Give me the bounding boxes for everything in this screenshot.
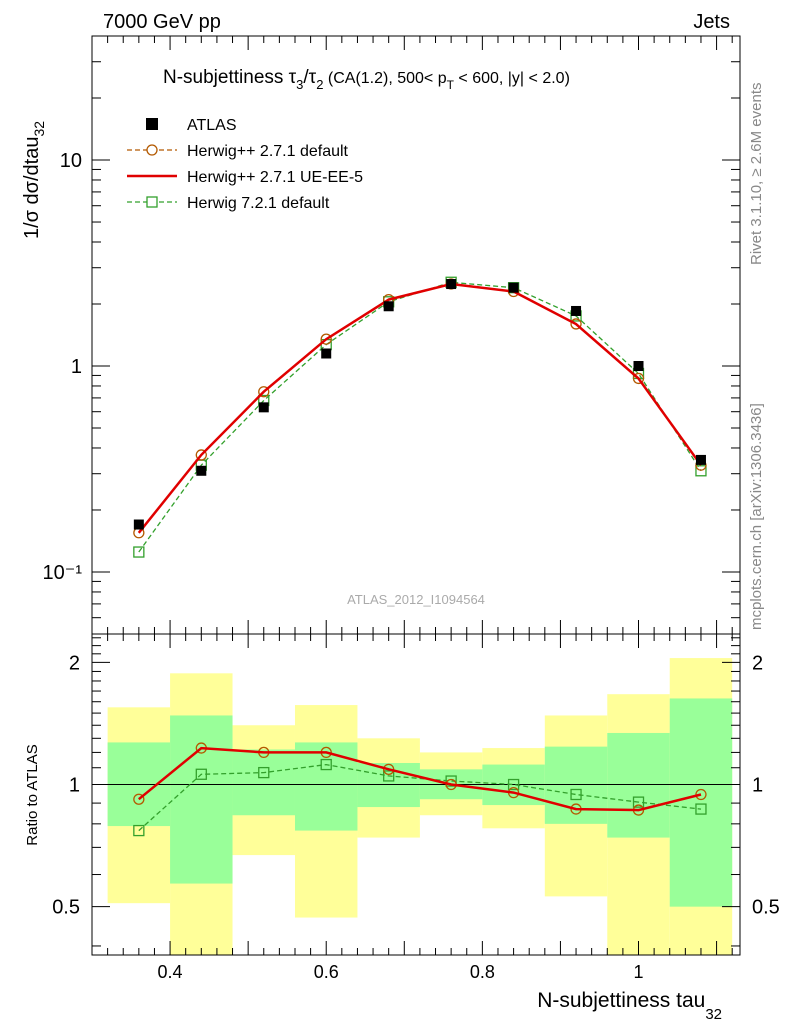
x-tick-label: 0.4 [158, 962, 183, 982]
rivet-version-label: Rivet 3.1.10, ≥ 2.6M events [748, 83, 765, 266]
ratio-marker-square [258, 766, 270, 779]
chart-title: N-subjettiness τ3/τ2 (CA(1.2), 500< pT <… [163, 67, 570, 92]
uncertainty-band-stat [669, 698, 733, 907]
ratio-marker-square [632, 796, 645, 808]
legend-entry-label: Herwig 7.2.1 default [187, 195, 330, 212]
ratio-marker-square [695, 803, 707, 815]
mcplots-label: mcplots.cern.ch [arXiv:1306.3436] [748, 403, 765, 630]
header-process-label: Jets [693, 11, 730, 33]
watermark: ATLAS_2012_I1094564 [347, 592, 485, 607]
main-data-point [571, 305, 582, 316]
main-data-point [446, 279, 457, 290]
uncertainty-band-stat [544, 746, 608, 824]
ratio-line-herwig7-default [138, 763, 702, 832]
legend-entry-label: Herwig++ 2.7.1 UE-EE-5 [187, 169, 363, 186]
main-data-point [321, 348, 332, 359]
ratio-marker-square [383, 770, 395, 782]
legend-marker-square [146, 196, 158, 208]
x-axis-label: N-subjettiness tau32 [537, 989, 722, 1023]
main-line-herwig7-default [138, 281, 702, 553]
ratio-marker-circle [133, 793, 145, 805]
main-y-axis-label-text: 1/σ dσ/dtau [21, 137, 43, 240]
ratio-y-tick-label-right: 1 [752, 775, 763, 797]
legend-marker-atlas [146, 118, 158, 130]
ratio-y-tick-label: 2 [69, 652, 80, 674]
ratio-line-ue-ee-5 [138, 746, 702, 812]
main-marker-circle [570, 318, 582, 330]
main-data-point [258, 402, 269, 413]
main-line-ue-ee-5 [137, 282, 703, 534]
ratio-marker-square [195, 768, 207, 780]
main-data-point [196, 465, 207, 476]
uncertainty-band-stat [170, 715, 233, 884]
uncertainty-band-stat [607, 732, 670, 838]
main-distribution-panel: 10⁻¹ 1 10 ATLAS_2012_I1094564 1/σ dσ/dtau3… [21, 35, 741, 635]
ratio-marker-square [133, 824, 145, 837]
legend: ATLAS Herwig++ 2.7.1 default Herwig++ 2.7.… [127, 117, 363, 212]
x-tick-label: 0.6 [314, 962, 339, 982]
ratio-marker-square [445, 775, 457, 787]
main-data-point [508, 282, 519, 293]
main-marker-circle [632, 372, 645, 385]
main-data-point [633, 361, 644, 372]
ratio-y-tick-label-right: 0.5 [752, 897, 780, 919]
main-data-point [383, 301, 394, 312]
main-y-tick-label: 1 [71, 356, 82, 378]
main-marker-circle [258, 386, 270, 398]
main-marker-square [133, 546, 145, 558]
ratio-marker-square [570, 788, 582, 801]
main-marker-circle [195, 449, 207, 461]
main-data-point [133, 519, 144, 530]
ratio-panel-frame [91, 633, 741, 956]
ratio-y-tick-label: 0.5 [52, 897, 80, 919]
ratio-marker-square [320, 758, 332, 771]
ratio-panel: 0.4 0.6 0.8 1 0.5 0.5 1 1 2 2 Ratio to ATLAS N-su… [24, 633, 780, 1023]
ratio-y-tick-label: 1 [69, 775, 80, 797]
legend-marker-circle [146, 144, 158, 156]
x-tick-label: 0.8 [470, 962, 495, 982]
main-y-axis-label: 1/σ dσ/dtau32 [21, 121, 47, 239]
header-energy-label: 7000 GeV pp [103, 11, 221, 33]
ratio-y-axis-label: Ratio to ATLAS [24, 744, 41, 845]
ratio-y-tick-label-right: 2 [752, 652, 763, 674]
main-line-herwigpp-default [138, 283, 702, 534]
legend-entry-label: ATLAS [187, 117, 237, 134]
uncertainty-band-stat [294, 742, 358, 831]
main-marker-circle [320, 333, 332, 345]
main-data-point [695, 454, 706, 465]
main-y-tick-label: 10⁻¹ [43, 562, 83, 584]
main-marker-square [695, 465, 707, 477]
main-y-tick-label: 10 [60, 150, 82, 172]
ratio-marker-square [507, 778, 520, 791]
x-tick-label: 1 [633, 962, 643, 982]
main-y-axis-label-sub: 32 [31, 121, 47, 137]
uncertainty-band-stat [232, 749, 295, 816]
legend-entry-label: Herwig++ 2.7.1 default [187, 143, 349, 160]
